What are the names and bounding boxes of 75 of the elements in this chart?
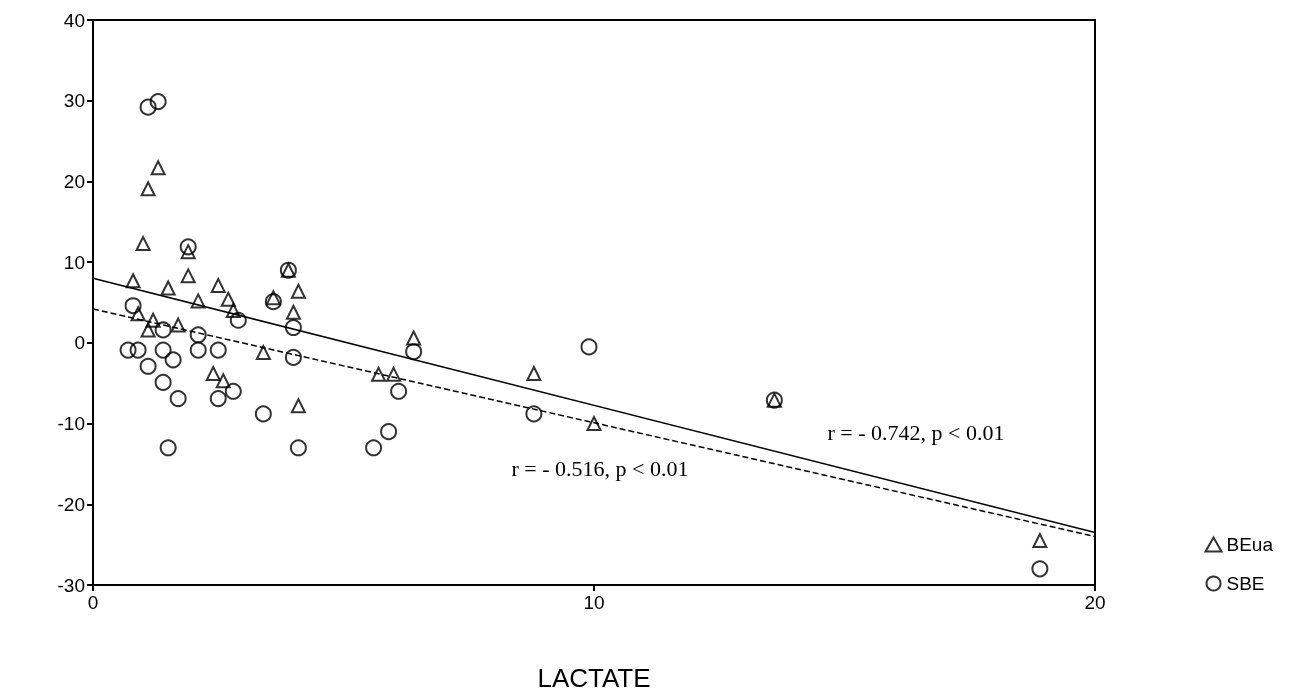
point xyxy=(190,293,206,309)
y-tick-label: 20 xyxy=(63,170,85,192)
y-tick-label: -10 xyxy=(57,413,85,435)
point xyxy=(154,321,172,339)
point xyxy=(170,317,186,333)
point xyxy=(255,345,271,361)
legend-label: SBE xyxy=(1226,573,1265,594)
point xyxy=(135,236,151,252)
x-tick-label: 10 xyxy=(583,592,605,613)
point xyxy=(139,98,157,116)
point xyxy=(189,326,207,344)
point xyxy=(390,382,408,400)
point xyxy=(179,238,197,256)
point xyxy=(405,343,423,361)
point xyxy=(526,366,542,382)
point xyxy=(154,373,172,391)
y-tick-label: 40 xyxy=(63,9,85,31)
point xyxy=(119,341,137,359)
annotation: r = - 0.516, p < 0.01 xyxy=(511,455,689,481)
point xyxy=(525,405,543,423)
point xyxy=(290,398,306,414)
point xyxy=(265,290,281,306)
point xyxy=(189,341,207,359)
point xyxy=(371,366,387,382)
point xyxy=(284,319,302,337)
point xyxy=(580,338,598,356)
point xyxy=(205,366,221,382)
point xyxy=(289,439,307,457)
x-tick-label: 20 xyxy=(1084,592,1106,613)
point xyxy=(225,303,241,319)
point xyxy=(149,93,167,111)
point xyxy=(160,280,176,296)
point xyxy=(180,268,196,284)
point xyxy=(285,304,301,320)
y-tick-label: -30 xyxy=(57,574,85,596)
x-axis-title: LACTATE xyxy=(537,663,651,693)
point xyxy=(284,348,302,366)
point xyxy=(380,423,398,441)
point xyxy=(139,357,157,375)
point xyxy=(406,330,422,346)
point xyxy=(125,273,141,289)
point xyxy=(210,278,226,294)
point xyxy=(220,291,236,307)
point xyxy=(130,306,146,322)
point xyxy=(124,297,142,315)
point xyxy=(180,244,196,260)
point xyxy=(140,322,156,338)
point xyxy=(386,366,402,382)
x-tick-label: 0 xyxy=(87,592,99,613)
point xyxy=(140,181,156,197)
point xyxy=(365,439,383,457)
point xyxy=(1031,560,1049,578)
y-tick-label: 30 xyxy=(63,90,85,112)
point xyxy=(169,390,187,408)
point xyxy=(209,341,227,359)
point xyxy=(224,382,242,400)
y-tick-label: 10 xyxy=(63,251,85,273)
legend-label: BEua xyxy=(1226,534,1274,555)
point xyxy=(159,439,177,457)
point xyxy=(209,390,227,408)
point xyxy=(229,311,247,329)
annotation: r = - 0.742, p < 0.01 xyxy=(827,419,1005,445)
point xyxy=(290,283,306,299)
y-tick-label: -20 xyxy=(57,493,85,515)
y-tick-label: 0 xyxy=(74,332,85,354)
point xyxy=(215,373,231,389)
point xyxy=(1032,533,1048,549)
point xyxy=(264,293,282,311)
point xyxy=(154,341,172,359)
point xyxy=(145,312,161,328)
point xyxy=(129,341,147,359)
point xyxy=(150,160,166,176)
point xyxy=(164,351,182,369)
point xyxy=(254,405,272,423)
point xyxy=(586,416,602,432)
